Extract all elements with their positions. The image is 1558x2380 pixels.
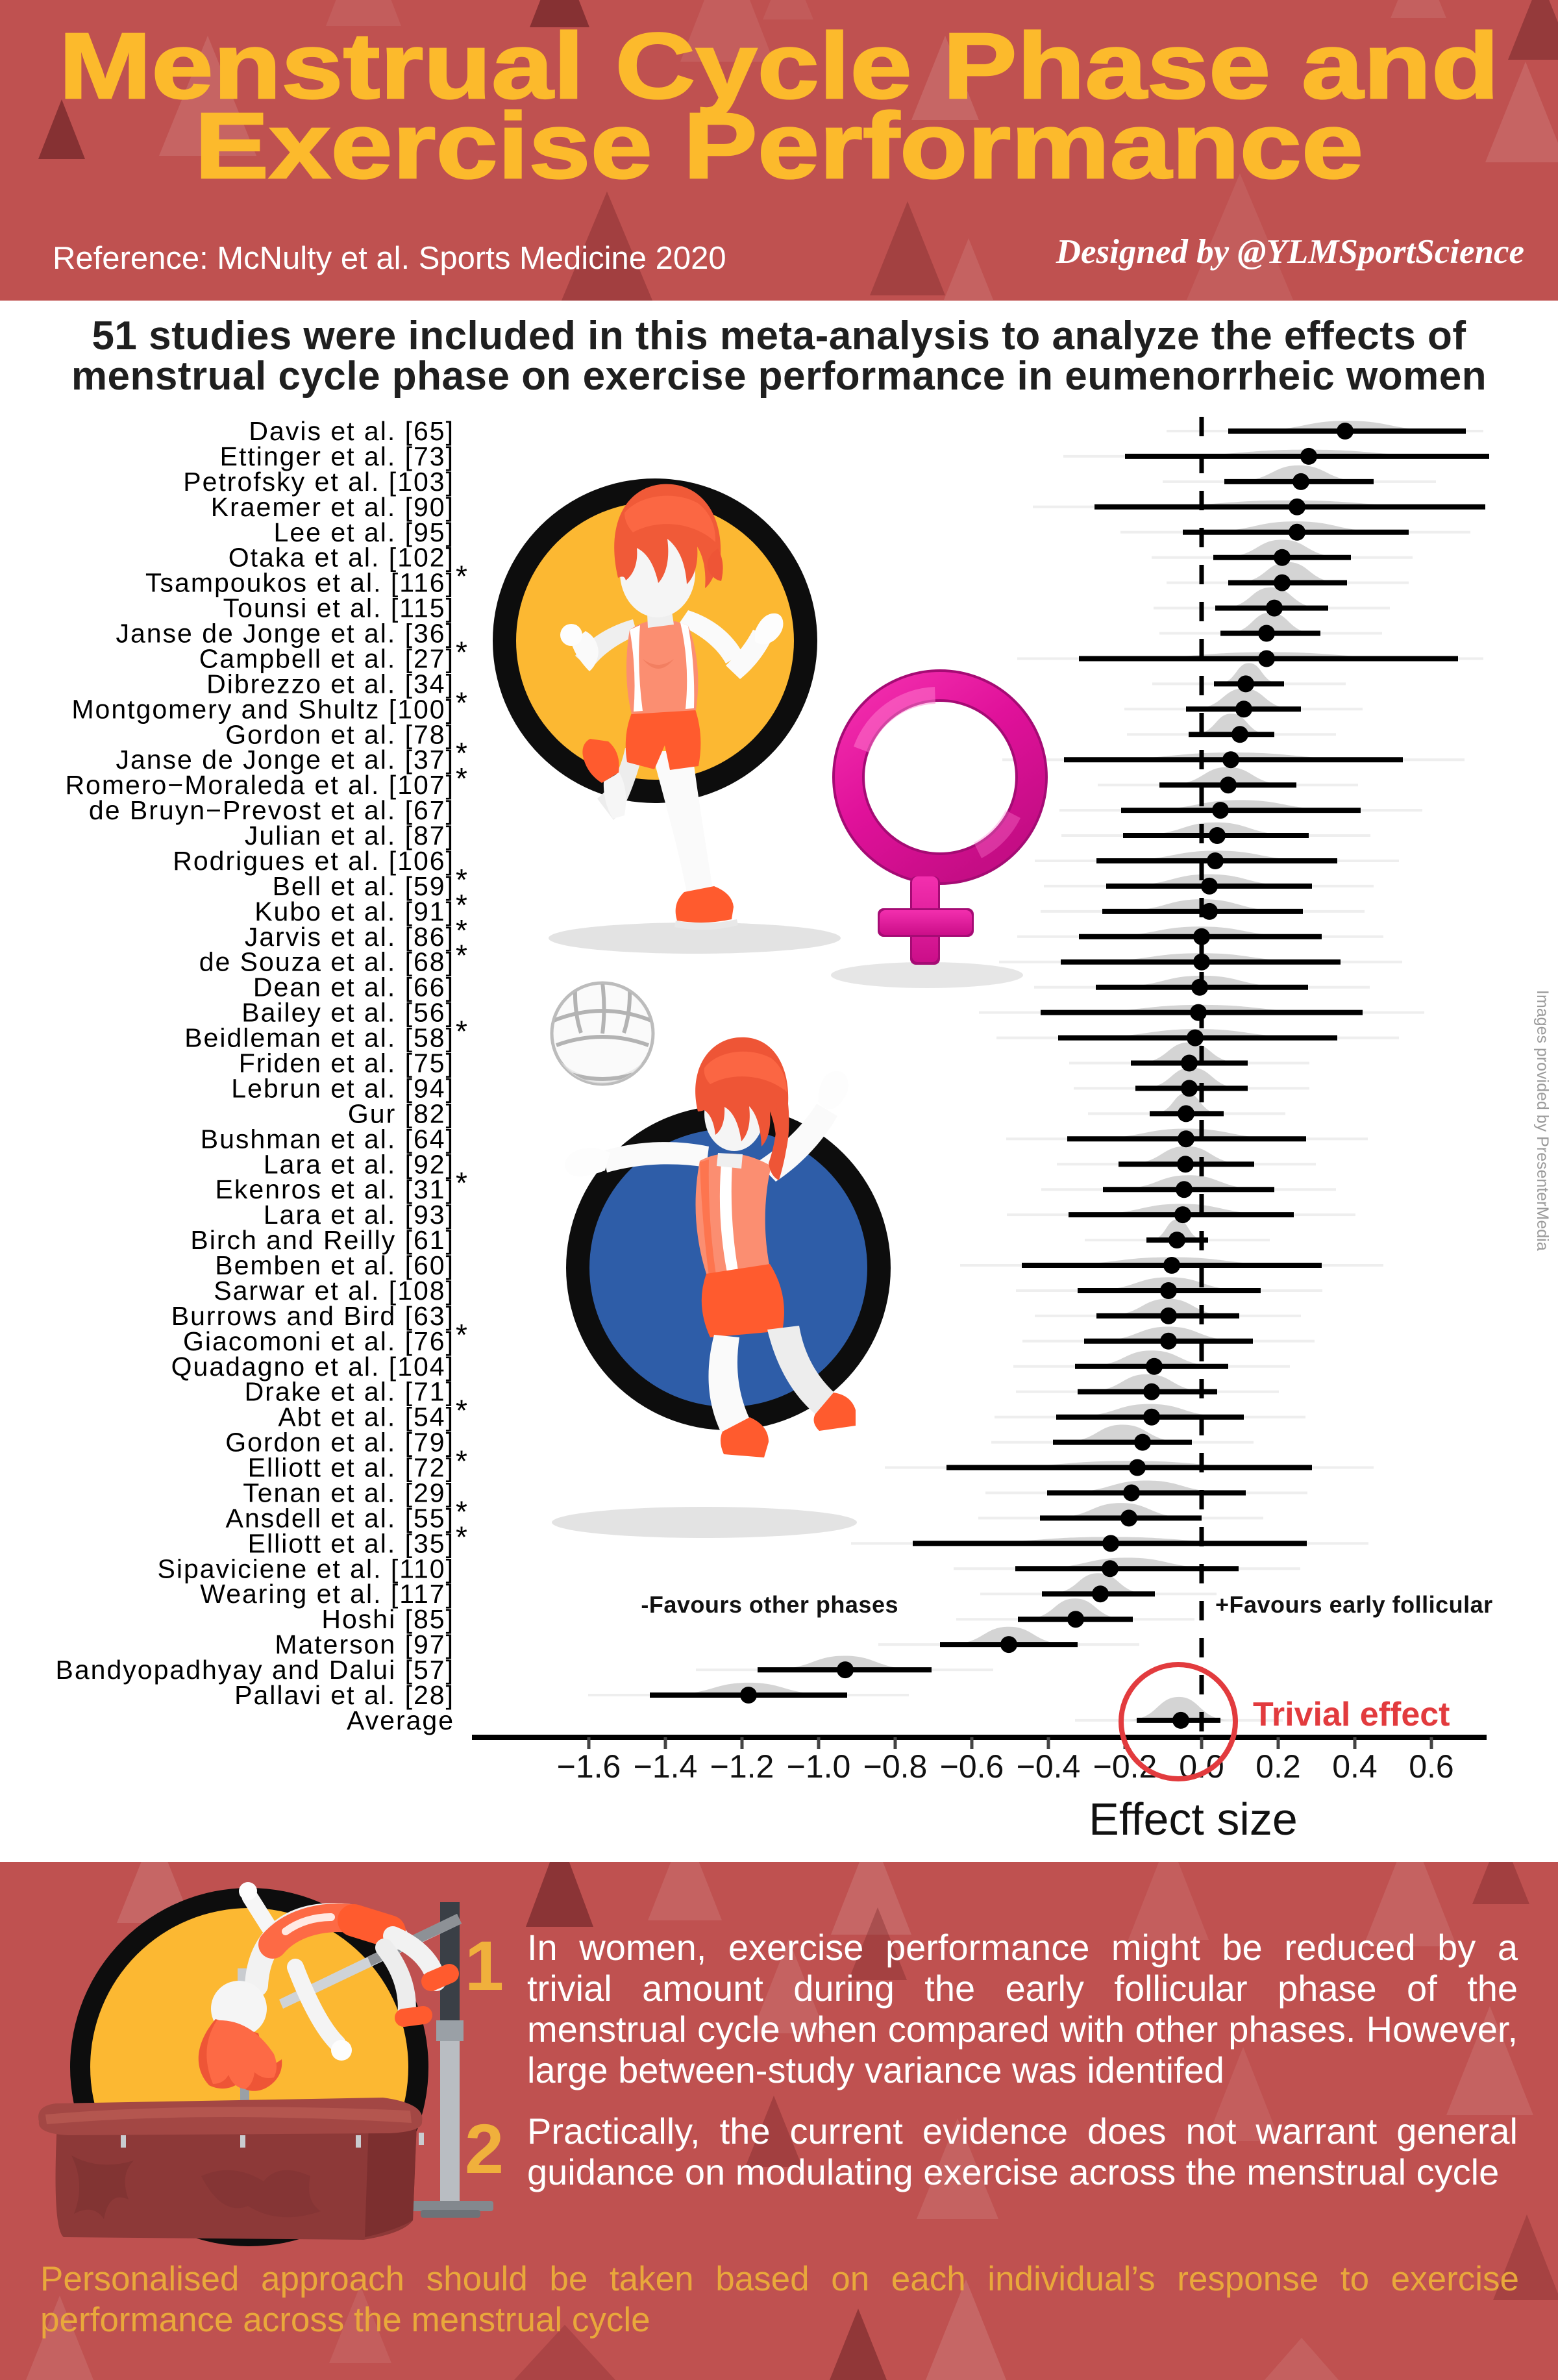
svg-text:*: *	[456, 913, 467, 947]
svg-text:Average: Average	[347, 1705, 454, 1735]
svg-text:de Souza et al. [68]: de Souza et al. [68]	[199, 947, 454, 977]
svg-text:Jarvis et al. [86]: Jarvis et al. [86]	[245, 922, 454, 952]
svg-text:−0.8: −0.8	[863, 1748, 928, 1785]
svg-text:Effect size: Effect size	[1089, 1794, 1298, 1844]
svg-text:Pallavi et al. [28]: Pallavi et al. [28]	[234, 1680, 454, 1710]
svg-text:Elliott et al. [72]: Elliott et al. [72]	[248, 1453, 454, 1483]
svg-text:−1.4: −1.4	[634, 1748, 698, 1785]
svg-text:Kraemer et al. [90]: Kraemer et al. [90]	[211, 492, 454, 522]
svg-text:*: *	[456, 560, 467, 593]
svg-text:*: *	[456, 636, 467, 669]
svg-text:Abt et al. [54]: Abt et al. [54]	[278, 1402, 454, 1432]
svg-text:+Favours early follicular: +Favours early follicular	[1215, 1591, 1493, 1618]
svg-text:*: *	[456, 888, 467, 922]
svg-text:−1.2: −1.2	[710, 1748, 774, 1785]
svg-text:Romero−Moraleda et al. [107]: Romero−Moraleda et al. [107]	[65, 770, 454, 800]
svg-text:Janse de Jonge et al. [36]: Janse de Jonge et al. [36]	[116, 619, 454, 649]
svg-text:Campbell et al. [27]: Campbell et al. [27]	[199, 644, 454, 674]
svg-text:Montgomery and Shultz [100]: Montgomery and Shultz [100]	[71, 694, 454, 724]
svg-text:−1.6: −1.6	[557, 1748, 621, 1785]
svg-text:*: *	[456, 1318, 467, 1352]
svg-text:Lara et al. [93]: Lara et al. [93]	[264, 1200, 454, 1230]
svg-text:−0.4: −0.4	[1017, 1748, 1081, 1785]
svg-text:Ekenros et al. [31]: Ekenros et al. [31]	[216, 1174, 454, 1204]
svg-text:Sipaviciene et al. [110]: Sipaviciene et al. [110]	[158, 1554, 455, 1583]
svg-text:Burrows and Bird [63]: Burrows and Bird [63]	[171, 1301, 454, 1331]
svg-text:Otaka et al. [102]: Otaka et al. [102]	[229, 543, 454, 573]
svg-text:*: *	[456, 1394, 467, 1428]
svg-text:Bushman et al. [64]: Bushman et al. [64]	[201, 1124, 454, 1154]
svg-text:*: *	[456, 1444, 467, 1478]
svg-text:Janse de Jonge et al. [37]: Janse de Jonge et al. [37]	[116, 745, 454, 775]
svg-text:Tenan et al. [29]: Tenan et al. [29]	[243, 1478, 454, 1508]
svg-text:−0.6: −0.6	[940, 1748, 1004, 1785]
svg-text:−1.0: −1.0	[787, 1748, 851, 1785]
svg-text:Petrofsky et al. [103]: Petrofsky et al. [103]	[183, 467, 454, 497]
svg-text:Dean et al. [66]: Dean et al. [66]	[253, 973, 454, 1002]
svg-text:Friden et al. [75]: Friden et al. [75]	[239, 1048, 454, 1078]
svg-text:*: *	[456, 736, 467, 770]
svg-text:*: *	[456, 1015, 467, 1048]
svg-text:Elliott et al. [35]: Elliott et al. [35]	[248, 1528, 454, 1558]
svg-text:Ansdell et al. [55]: Ansdell et al. [55]	[225, 1503, 454, 1533]
svg-text:Lebrun et al. [94]: Lebrun et al. [94]	[231, 1073, 454, 1103]
svg-text:Rodrigues et al. [106]: Rodrigues et al. [106]	[173, 846, 454, 876]
svg-text:0.2: 0.2	[1255, 1748, 1301, 1785]
svg-text:Wearing et al. [117]: Wearing et al. [117]	[200, 1579, 454, 1609]
svg-text:Giacomoni et al. [76]: Giacomoni et al. [76]	[183, 1326, 454, 1356]
svg-text:*: *	[456, 1520, 467, 1554]
svg-text:Drake et al. [71]: Drake et al. [71]	[245, 1377, 454, 1407]
svg-text:*: *	[456, 686, 467, 719]
svg-text:*: *	[456, 762, 467, 795]
svg-text:Kubo et al. [91]: Kubo et al. [91]	[254, 897, 454, 926]
svg-text:Sarwar et al. [108]: Sarwar et al. [108]	[214, 1276, 454, 1306]
svg-text:Images provided by PresenterMe: Images provided by PresenterMedia	[1533, 990, 1552, 1251]
svg-text:-Favours other phases: -Favours other phases	[641, 1591, 898, 1618]
svg-text:Bell et al. [59]: Bell et al. [59]	[273, 871, 454, 901]
svg-text:de Bruyn−Prevost et al. [67]: de Bruyn−Prevost et al. [67]	[89, 795, 454, 825]
svg-text:*: *	[456, 939, 467, 973]
svg-text:*: *	[456, 1166, 467, 1200]
svg-text:Bandyopadhyay and Dalui [57]: Bandyopadhyay and Dalui [57]	[56, 1655, 454, 1685]
svg-text:Julian et al. [87]: Julian et al. [87]	[245, 821, 454, 850]
svg-text:Bemben et al. [60]: Bemben et al. [60]	[215, 1250, 454, 1280]
svg-text:Tounsi et al. [115]: Tounsi et al. [115]	[223, 593, 454, 623]
svg-text:Gordon et al. [78]: Gordon et al. [78]	[225, 719, 454, 749]
svg-text:Trivial effect: Trivial effect	[1253, 1696, 1450, 1733]
svg-text:Birch and Reilly [61]: Birch and Reilly [61]	[190, 1225, 454, 1255]
svg-text:Hoshi [85]: Hoshi [85]	[321, 1604, 454, 1634]
svg-text:Gur [82]: Gur [82]	[348, 1098, 454, 1128]
svg-text:*: *	[456, 1494, 467, 1528]
svg-text:Tsampoukos et al. [116]: Tsampoukos et al. [116]	[145, 568, 454, 598]
svg-text:Materson [97]: Materson [97]	[275, 1630, 454, 1659]
svg-text:Bailey et al. [56]: Bailey et al. [56]	[241, 998, 454, 1028]
svg-text:Dibrezzo et al. [34]: Dibrezzo et al. [34]	[206, 669, 454, 699]
svg-text:Lee et al. [95]: Lee et al. [95]	[274, 517, 454, 547]
svg-text:Lara et al. [92]: Lara et al. [92]	[264, 1149, 454, 1179]
svg-text:−0.2: −0.2	[1093, 1748, 1157, 1785]
svg-text:Beidleman et al. [58]: Beidleman et al. [58]	[184, 1023, 454, 1053]
svg-text:Gordon et al. [79]: Gordon et al. [79]	[225, 1428, 454, 1457]
svg-text:0.4: 0.4	[1332, 1748, 1378, 1785]
svg-text:Ettinger et al. [73]: Ettinger et al. [73]	[220, 441, 454, 471]
svg-text:Quadagno et al. [104]: Quadagno et al. [104]	[171, 1352, 454, 1382]
svg-text:Davis et al. [65]: Davis et al. [65]	[249, 416, 454, 446]
svg-text:*: *	[456, 863, 467, 897]
svg-text:0.6: 0.6	[1409, 1748, 1454, 1785]
